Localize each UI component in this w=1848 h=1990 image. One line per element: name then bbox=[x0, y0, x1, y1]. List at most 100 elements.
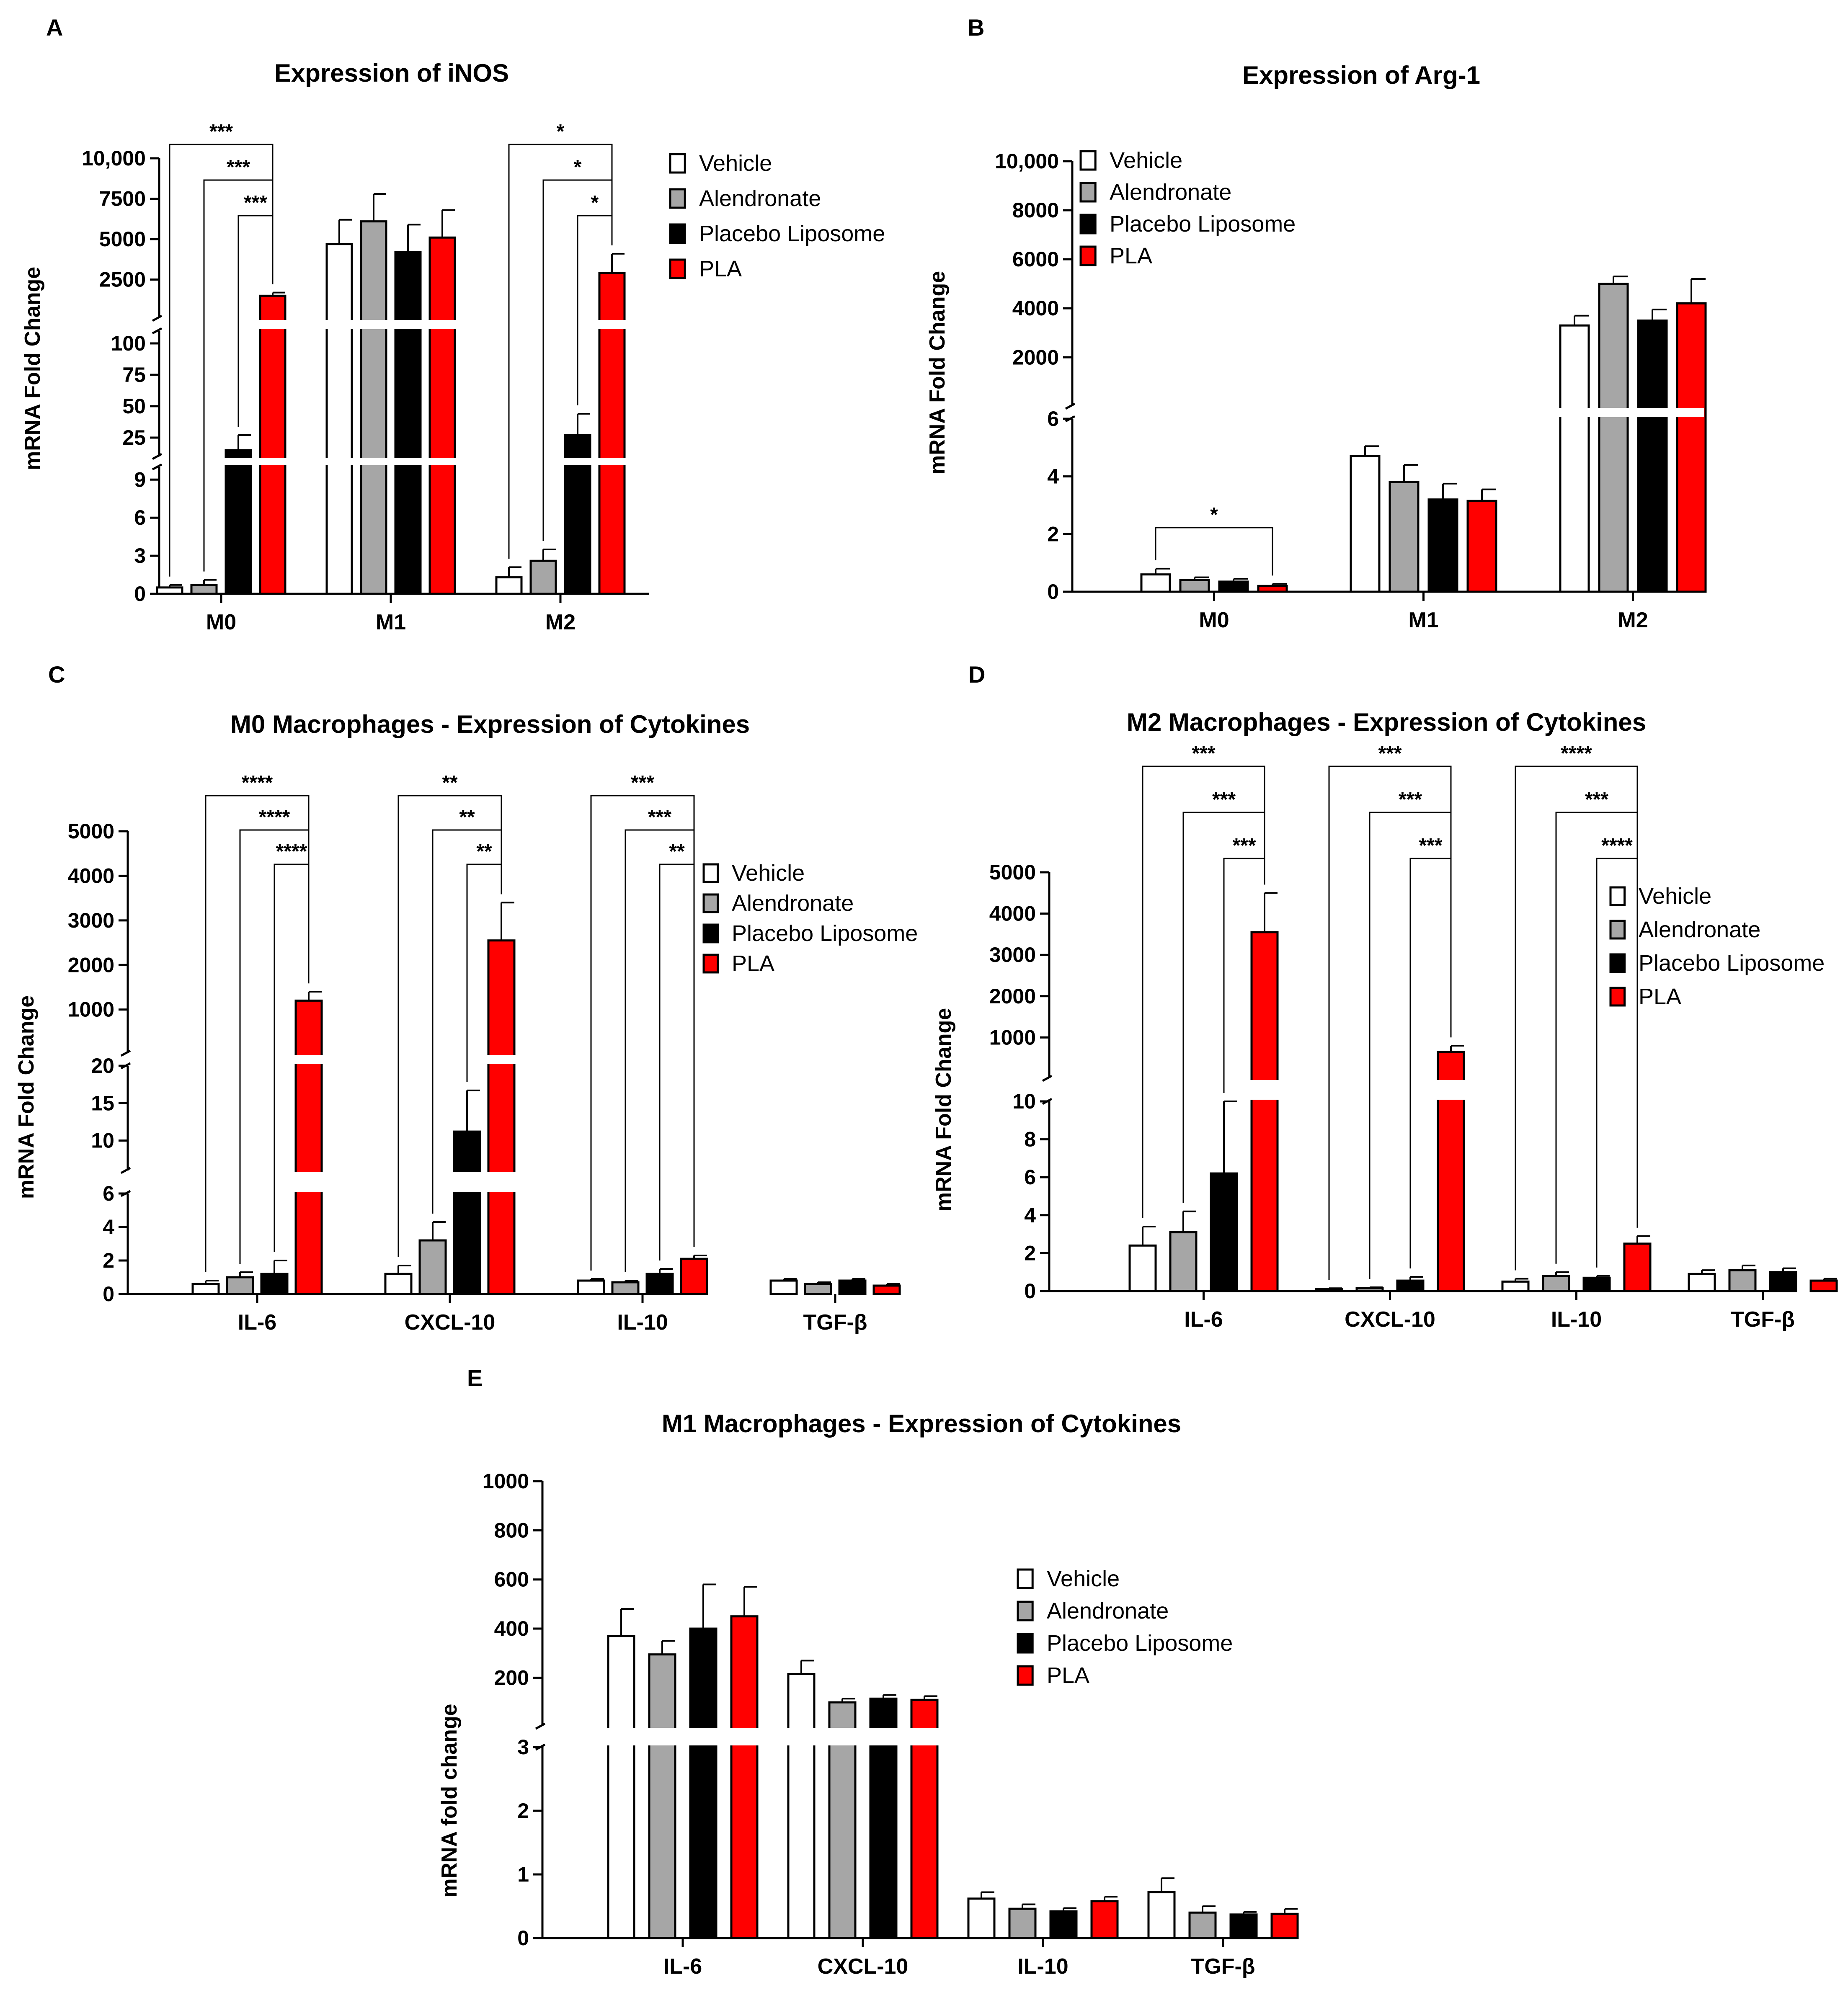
y-tick-label: 4000 bbox=[989, 902, 1036, 925]
chart-title: M2 Macrophages - Expression of Cytokines bbox=[1127, 708, 1646, 736]
chart-title: M0 Macrophages - Expression of Cytokines bbox=[230, 710, 750, 738]
y-tick-label: 1000 bbox=[989, 1026, 1036, 1049]
x-tick-label: CXCL-10 bbox=[405, 1310, 496, 1335]
axis-break-mark bbox=[535, 1743, 546, 1751]
legend-swatch bbox=[669, 258, 686, 279]
y-tick-label: 1 bbox=[517, 1863, 529, 1886]
legend-label: Alendronate bbox=[1047, 1598, 1169, 1624]
significance-bracket bbox=[466, 864, 502, 1082]
bar-placebo-liposome bbox=[394, 251, 422, 595]
significance-bracket bbox=[1155, 527, 1273, 576]
y-tick-label: 50 bbox=[122, 394, 146, 418]
bar-vehicle bbox=[1147, 1891, 1176, 1939]
axis-break-gap bbox=[163, 458, 653, 465]
significance-label: **** bbox=[1601, 835, 1633, 857]
legend-label: PLA bbox=[1639, 984, 1681, 1009]
significance-label: *** bbox=[227, 156, 250, 178]
panel-letter: B bbox=[968, 14, 984, 41]
legend-swatch bbox=[1079, 182, 1097, 203]
legend-swatch bbox=[1017, 1568, 1034, 1589]
legend-swatch bbox=[1609, 886, 1626, 906]
y-tick-label: 2 bbox=[1047, 522, 1059, 546]
panel-letter: C bbox=[48, 661, 65, 688]
y-tick-label: 200 bbox=[494, 1666, 529, 1689]
y-tick-label: 3000 bbox=[68, 909, 114, 932]
bar-alendronate bbox=[1389, 481, 1420, 593]
legend-swatch bbox=[702, 863, 719, 883]
y-tick-label: 2000 bbox=[989, 985, 1036, 1008]
significance-bracket bbox=[274, 864, 310, 1252]
y-tick-label: 10 bbox=[91, 1129, 114, 1152]
bar-alendronate bbox=[1598, 283, 1629, 593]
y-tick-label: 2 bbox=[103, 1249, 114, 1272]
y-tick-label: 10 bbox=[1012, 1090, 1036, 1113]
bar-pla bbox=[1676, 302, 1707, 593]
axis-break-gap bbox=[163, 320, 653, 329]
bar-vehicle bbox=[325, 243, 353, 595]
bar-vehicle bbox=[1315, 1288, 1343, 1292]
x-tick-label: TGF-β bbox=[803, 1310, 867, 1335]
bar-vehicle bbox=[1140, 573, 1171, 593]
x-tick-label: IL-10 bbox=[617, 1310, 668, 1335]
bar-alendronate bbox=[1179, 579, 1210, 593]
legend-swatch bbox=[1017, 1601, 1034, 1621]
significance-label: * bbox=[591, 192, 599, 214]
significance-bracket bbox=[590, 795, 695, 1271]
y-tick-label: 8 bbox=[1024, 1128, 1036, 1151]
bar-vehicle bbox=[384, 1273, 413, 1295]
significance-bracket bbox=[205, 795, 310, 1272]
axis-break-mark bbox=[535, 1722, 546, 1730]
significance-bracket bbox=[659, 864, 695, 1261]
bar-placebo-liposome bbox=[225, 449, 252, 595]
bar-alendronate bbox=[1728, 1269, 1757, 1292]
significance-label: * bbox=[574, 156, 582, 178]
legend-label: Vehicle bbox=[699, 151, 772, 176]
y-tick-label: 75 bbox=[122, 363, 146, 387]
bar-pla bbox=[1809, 1279, 1838, 1292]
axis-break-mark bbox=[152, 453, 163, 460]
legend-swatch bbox=[1609, 920, 1626, 940]
significance-label: *** bbox=[631, 772, 654, 794]
bar-alendronate bbox=[529, 559, 557, 595]
y-tick-label: 4 bbox=[103, 1215, 114, 1239]
legend-swatch bbox=[1017, 1633, 1034, 1654]
axis-break-mark bbox=[152, 314, 163, 322]
y-tick-label: 1000 bbox=[483, 1469, 529, 1493]
y-tick-label: 2500 bbox=[99, 268, 146, 291]
legend-swatch bbox=[1017, 1665, 1034, 1686]
significance-label: *** bbox=[1378, 742, 1401, 765]
bar-vehicle bbox=[1128, 1244, 1157, 1292]
legend-label: Vehicle bbox=[1047, 1566, 1120, 1591]
bar-pla bbox=[487, 939, 516, 1295]
significance-label: ** bbox=[459, 806, 475, 828]
significance-label: *** bbox=[244, 192, 267, 214]
axis-break-mark bbox=[120, 1049, 131, 1057]
legend-label: PLA bbox=[1047, 1663, 1089, 1688]
bar-vehicle bbox=[1501, 1280, 1530, 1292]
y-axis-label: mRNA fold change bbox=[437, 1704, 462, 1897]
legend-label: Placebo Liposome bbox=[732, 921, 918, 946]
y-tick-label: 100 bbox=[111, 332, 146, 355]
panel-letter: E bbox=[467, 1365, 483, 1391]
panel-d: D M2 Macrophages - Expression of Cytokine… bbox=[932, 661, 1838, 1332]
axis-break-mark bbox=[120, 1167, 131, 1174]
bar-alendronate bbox=[360, 220, 387, 595]
legend-swatch bbox=[1079, 150, 1097, 171]
significance-label: *** bbox=[1192, 742, 1215, 765]
bar-pla bbox=[1623, 1242, 1652, 1292]
axis-break-mark bbox=[120, 1062, 131, 1070]
significance-label: **** bbox=[1561, 742, 1592, 765]
panel-e: E M1 Macrophages - Expression of Cytokine… bbox=[437, 1365, 1299, 1979]
legend-label: Vehicle bbox=[1110, 148, 1182, 173]
y-tick-label: 10,000 bbox=[995, 150, 1059, 173]
panel-a: A Expression of iNOS mRNA Fold Change 0 3 6 9 2… bbox=[21, 14, 885, 634]
chart-title: Expression of iNOS bbox=[274, 59, 509, 87]
y-tick-label: 4 bbox=[1047, 465, 1059, 488]
bar-placebo-liposome bbox=[1582, 1276, 1611, 1292]
bar-pla bbox=[1090, 1900, 1119, 1939]
y-tick-label: 6 bbox=[103, 1182, 114, 1205]
bar-vehicle bbox=[495, 576, 523, 595]
panel-letter: A bbox=[46, 14, 63, 41]
legend-label: Placebo Liposome bbox=[1639, 951, 1825, 976]
y-tick-label: 600 bbox=[494, 1568, 529, 1591]
